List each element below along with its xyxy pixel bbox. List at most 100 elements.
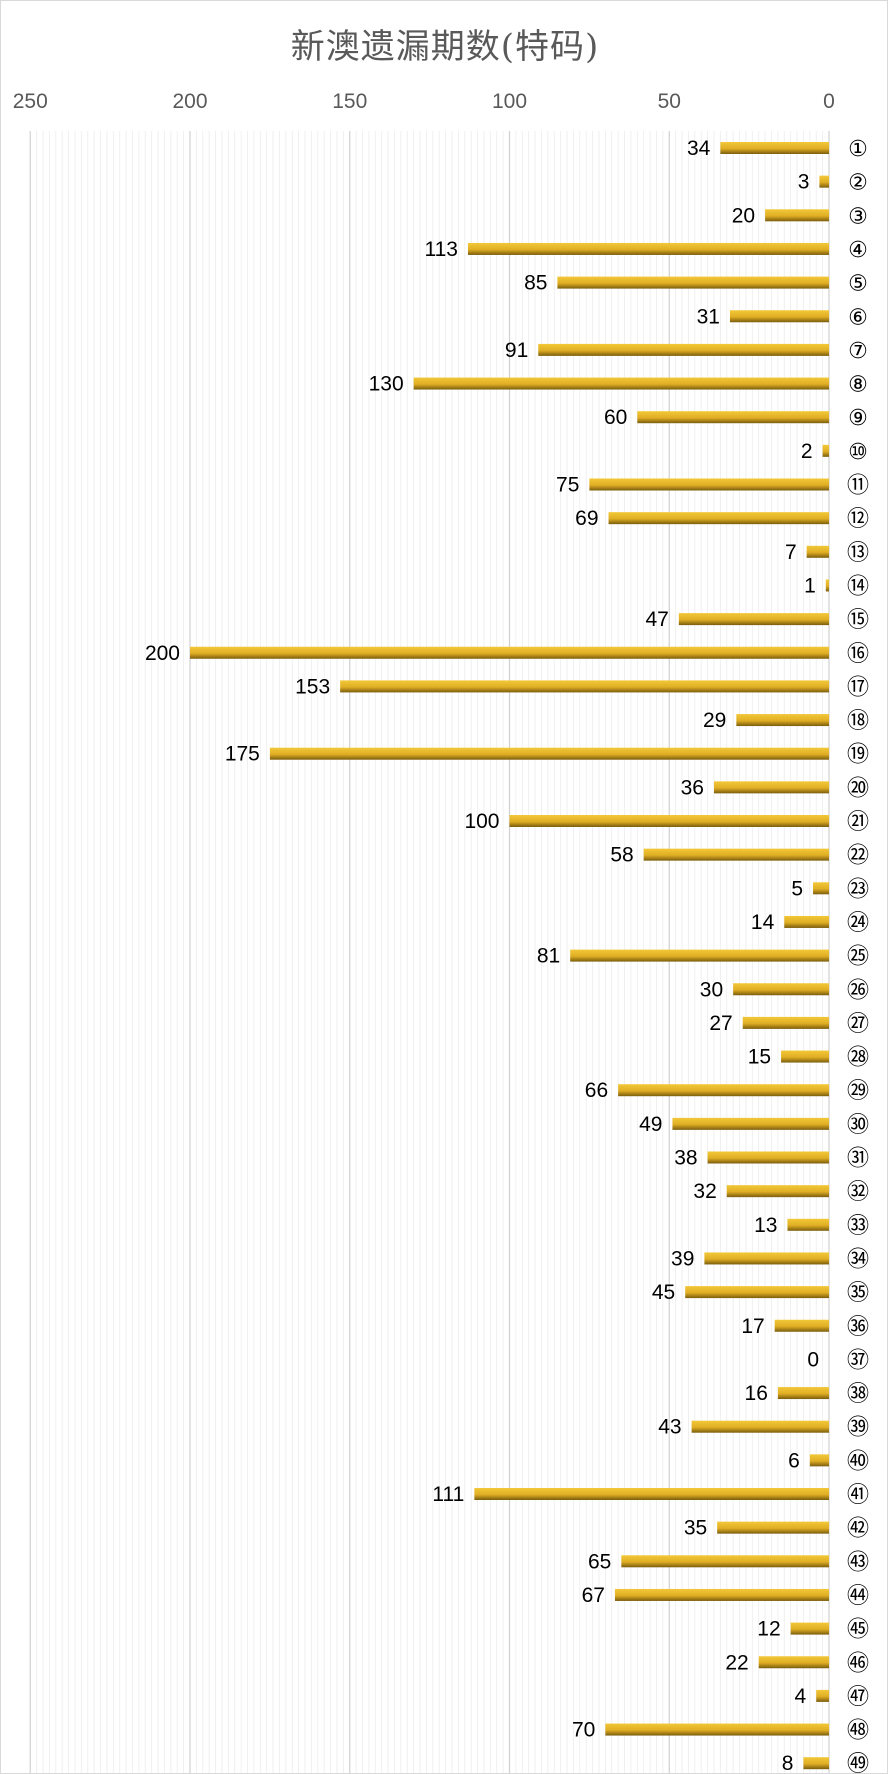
data-label: 16	[745, 1382, 768, 1405]
data-label: 27	[709, 1012, 732, 1035]
category-label: ⑯	[847, 642, 869, 667]
bar	[190, 646, 829, 659]
bar	[589, 478, 829, 491]
x-tick-label: 250	[13, 90, 48, 113]
category-label: ⑰	[847, 675, 869, 700]
bar	[717, 1521, 829, 1534]
x-tick-label: 50	[658, 90, 681, 113]
category-label: ⑬	[847, 541, 869, 566]
data-label: 2	[801, 440, 813, 463]
bar	[758, 1656, 829, 1669]
bar	[803, 1757, 829, 1770]
data-label: 13	[754, 1214, 777, 1237]
data-label: 69	[575, 507, 598, 530]
category-label: ㉓	[847, 877, 869, 902]
bar	[777, 1387, 829, 1400]
data-label: 31	[697, 305, 720, 328]
data-label: 5	[791, 877, 803, 900]
category-label: ㉟	[847, 1281, 869, 1306]
bar	[713, 781, 829, 794]
category-label: ⑲	[847, 743, 869, 768]
category-label: ㉔	[847, 911, 869, 936]
data-label: 39	[671, 1247, 694, 1270]
data-label: 29	[703, 709, 726, 732]
data-label: 34	[687, 137, 711, 160]
bar	[269, 747, 829, 760]
category-label: ㊷	[847, 1517, 869, 1542]
category-label: ㉜	[847, 1180, 869, 1205]
bar	[570, 949, 829, 962]
data-label: 35	[684, 1517, 707, 1540]
bar	[618, 1084, 829, 1097]
data-label: 1	[804, 574, 816, 597]
category-label: ㊱	[847, 1315, 869, 1340]
bar	[474, 1488, 829, 1500]
data-label: 45	[652, 1281, 675, 1304]
bar	[790, 1622, 829, 1635]
data-label: 85	[524, 272, 547, 295]
data-label: 111	[432, 1483, 464, 1506]
category-label: ㊻	[847, 1651, 869, 1676]
bar	[822, 444, 829, 457]
category-label: ㊲	[847, 1348, 869, 1373]
category-label: ㊼	[847, 1685, 869, 1710]
category-label: ②	[848, 171, 868, 196]
category-label: ⑭	[847, 574, 869, 599]
data-label: 175	[225, 743, 260, 766]
category-label: ㊵	[847, 1449, 869, 1474]
chart-title: 新澳遗漏期数(特码)	[290, 27, 600, 67]
data-label: 49	[639, 1113, 662, 1136]
data-label: 100	[464, 810, 499, 833]
data-label: 67	[582, 1584, 605, 1607]
category-label: ⑱	[847, 709, 869, 734]
data-label: 3	[798, 171, 810, 194]
data-label: 12	[757, 1618, 780, 1641]
bar	[765, 209, 829, 222]
bar	[729, 310, 829, 323]
category-label: ㉖	[847, 978, 869, 1003]
bar	[825, 579, 829, 592]
bar	[685, 1286, 829, 1299]
category-label: ⑨	[848, 406, 868, 431]
bar	[557, 276, 829, 289]
bar	[784, 915, 829, 928]
bar	[787, 1218, 829, 1231]
data-label: 22	[725, 1651, 748, 1674]
bar	[720, 142, 829, 154]
bar	[509, 815, 829, 827]
data-label: 66	[585, 1079, 608, 1102]
bar	[614, 1588, 829, 1601]
category-label: ⑧	[848, 373, 868, 398]
bar	[704, 1252, 829, 1265]
category-label: ⑪	[847, 474, 869, 499]
x-tick-label: 0	[823, 90, 835, 113]
category-label: ㉝	[847, 1214, 869, 1239]
bar	[538, 343, 829, 356]
x-tick-label: 150	[332, 90, 367, 113]
bar	[813, 882, 829, 895]
data-label: 4	[795, 1685, 807, 1708]
bar	[819, 175, 829, 188]
bar	[781, 1050, 829, 1063]
category-label: ⑥	[848, 305, 868, 330]
data-label: 113	[424, 238, 457, 261]
data-label: 14	[751, 911, 775, 934]
category-label: ㉚	[847, 1113, 869, 1138]
data-label: 81	[537, 945, 560, 968]
category-label: ㊸	[847, 1550, 869, 1575]
category-label: ㊺	[847, 1618, 869, 1643]
data-label: 38	[674, 1147, 697, 1170]
data-label: 8	[782, 1752, 794, 1774]
category-label: ⑮	[847, 608, 869, 633]
category-label: ㊴	[847, 1416, 869, 1441]
bar	[340, 680, 829, 693]
bar	[806, 545, 829, 558]
data-label: 30	[700, 978, 723, 1001]
data-label: 32	[693, 1180, 716, 1203]
data-label: 6	[788, 1449, 800, 1472]
category-label: ㉛	[847, 1147, 869, 1172]
bar	[809, 1454, 829, 1467]
data-label: 20	[732, 204, 755, 227]
